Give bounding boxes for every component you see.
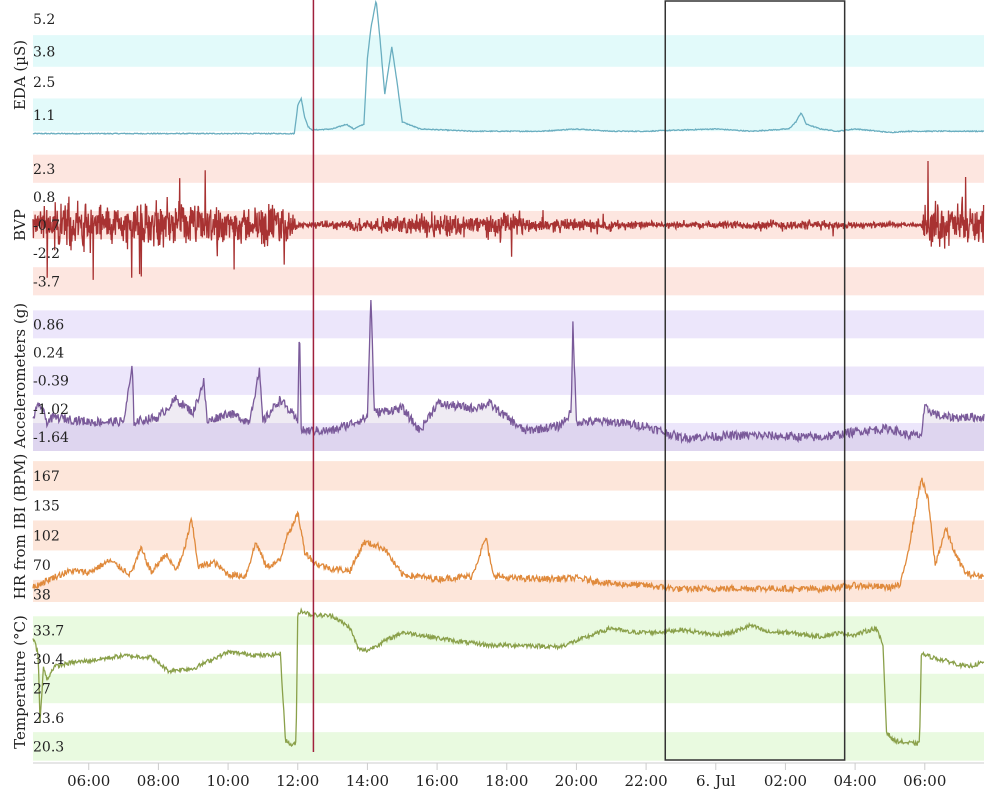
temp-band xyxy=(33,732,984,761)
acc-axis-label: Accelerometers (g) xyxy=(11,303,29,449)
x-tick-label: 02:00 xyxy=(764,772,807,790)
acc-y-tick-label: -0.39 xyxy=(33,374,69,390)
x-tick-label: 06:00 xyxy=(903,772,946,790)
y-axis-labels: EDA (µS) BVP Accelerometers (g) HR from IBI… xyxy=(11,40,29,749)
acc-y-tick-label: -1.02 xyxy=(33,402,69,418)
hr-series-line xyxy=(32,477,984,594)
hr-band xyxy=(33,579,984,602)
y-tick-labels: 5.2 3.8 2.5 1.1 2.3 0.8 -0.7 -2.2 -3.7 0.86 0.24 -0… xyxy=(33,12,69,756)
temp-y-tick-label: 23.6 xyxy=(33,711,64,727)
x-tick-label: 10:00 xyxy=(206,772,249,790)
hr-band xyxy=(33,520,984,551)
x-tick-label: 16:00 xyxy=(415,772,458,790)
x-tick-label: 22:00 xyxy=(624,772,667,790)
hr-y-tick-label: 102 xyxy=(33,529,60,545)
eda-band xyxy=(33,98,984,132)
bvp-y-tick-label: -3.7 xyxy=(33,274,60,290)
eda-series-line xyxy=(32,0,985,135)
acc-series-line xyxy=(32,299,985,445)
acc-y-tick-label: -1.64 xyxy=(33,430,69,446)
hr-y-tick-label: 135 xyxy=(33,498,60,514)
temp-band xyxy=(33,616,984,645)
acc-y-tick-label: 0.24 xyxy=(33,345,64,361)
eda-y-tick-label: 5.2 xyxy=(33,12,55,28)
bvp-axis-label: BVP xyxy=(11,209,29,241)
x-tick-label: 18:00 xyxy=(485,772,528,790)
temp-axis-label: Temperature (°C) xyxy=(11,615,29,749)
temp-series-line xyxy=(32,607,985,747)
eda-band xyxy=(33,35,984,67)
temp-band xyxy=(33,673,984,704)
panel-bands xyxy=(33,35,984,761)
chart-overlays xyxy=(312,0,846,761)
acc-y-tick-label: 0.86 xyxy=(33,317,64,333)
bvp-band xyxy=(33,267,984,296)
temp-y-tick-label: 27 xyxy=(33,681,51,697)
x-tick-label: 6. Jul xyxy=(696,772,736,790)
temp-y-tick-label: 20.3 xyxy=(33,739,64,755)
bvp-y-tick-label: 2.3 xyxy=(33,162,55,178)
x-tick-label: 12:00 xyxy=(276,772,319,790)
bvp-y-tick-label: -2.2 xyxy=(33,246,60,262)
eda-y-tick-label: 3.8 xyxy=(33,45,55,61)
selection-box[interactable] xyxy=(664,0,846,761)
bvp-band xyxy=(33,154,984,183)
x-tick-label: 08:00 xyxy=(137,772,180,790)
bvp-y-tick-label: 0.8 xyxy=(33,190,55,206)
acc-band xyxy=(33,310,984,339)
acc-band xyxy=(33,366,984,395)
x-tick-label: 04:00 xyxy=(833,772,876,790)
hr-band xyxy=(33,461,984,491)
hr-axis-label: HR from IBI (BPM) xyxy=(11,454,29,600)
temp-y-tick-label: 33.7 xyxy=(33,624,64,640)
eda-y-tick-label: 1.1 xyxy=(33,108,55,124)
bvp-series-line xyxy=(32,160,985,280)
x-tick-label: 14:00 xyxy=(346,772,389,790)
x-axis: 06:00 08:00 10:00 12:00 14:00 16:00 18:00 20:00… xyxy=(33,762,984,790)
eda-axis-label: EDA (µS) xyxy=(11,40,29,110)
hr-y-tick-label: 70 xyxy=(33,558,51,574)
eda-y-tick-label: 2.5 xyxy=(33,75,55,91)
temp-y-tick-label: 30.4 xyxy=(33,652,64,668)
x-tick-label: 20:00 xyxy=(555,772,598,790)
chart-series xyxy=(32,0,985,747)
hr-y-tick-label: 167 xyxy=(33,469,60,485)
x-tick-label: 06:00 xyxy=(67,772,110,790)
hr-y-tick-label: 38 xyxy=(33,588,51,604)
bvp-y-tick-label: -0.7 xyxy=(33,218,60,234)
